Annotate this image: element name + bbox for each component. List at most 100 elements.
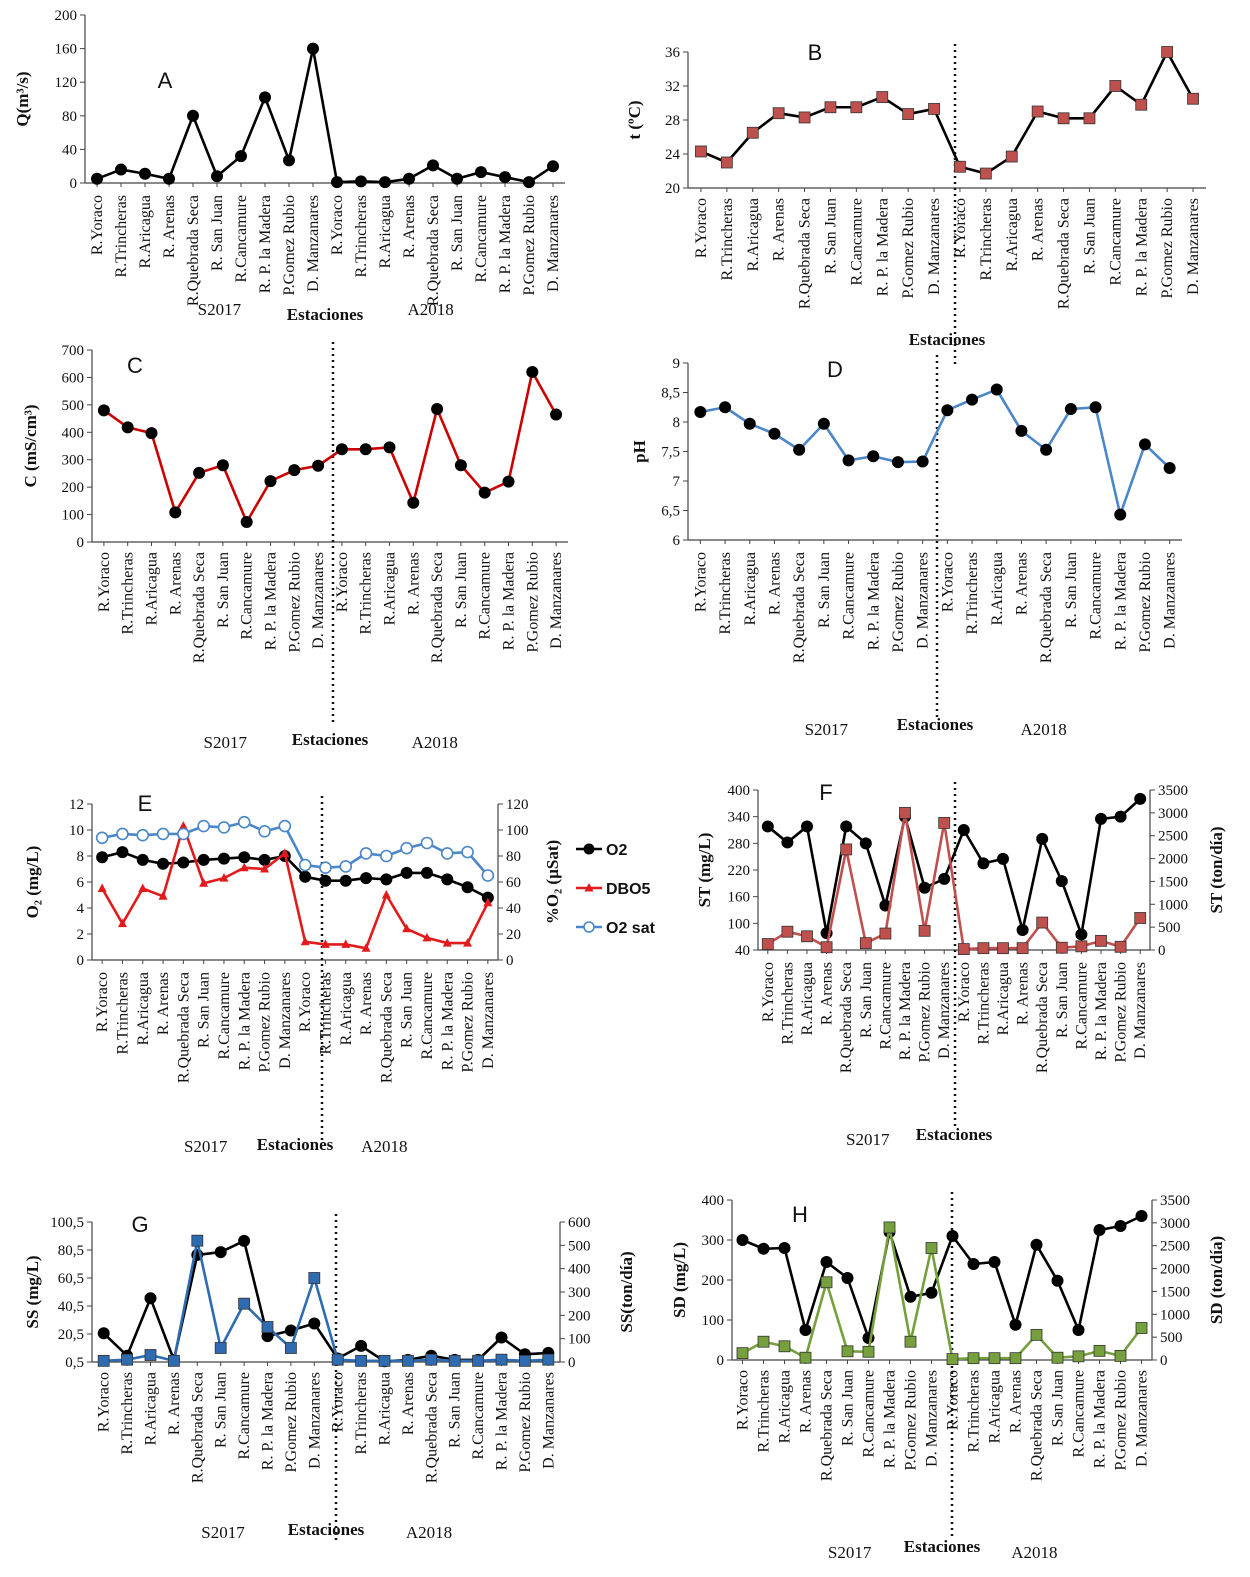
data-point bbox=[550, 408, 563, 421]
data-point bbox=[799, 1324, 812, 1336]
y2-tick-label: 2000 bbox=[1160, 1262, 1190, 1278]
x-tick-label: D. Manzanares bbox=[548, 552, 565, 649]
data-point bbox=[355, 1354, 368, 1367]
y-axis-label: pH bbox=[630, 440, 649, 463]
data-point bbox=[331, 1353, 344, 1366]
data-point bbox=[216, 459, 229, 472]
x-tick-label: R.Trincheras bbox=[975, 962, 992, 1045]
x-tick-label: R. P. la Madera bbox=[874, 198, 891, 296]
data-point bbox=[97, 883, 107, 892]
data-point bbox=[977, 857, 990, 870]
data-point bbox=[941, 404, 954, 417]
x-tick-label: R.Trincheras bbox=[119, 1372, 136, 1455]
panel-b: 20 24 28 32 36 R.Yoraco R.Trincheras R.Aricagua… bbox=[625, 40, 1206, 368]
x-tick-label: R. P. la Madera bbox=[257, 195, 274, 293]
x-tick-label: P.Gomez Rubio bbox=[903, 1370, 920, 1470]
data-point bbox=[121, 421, 134, 434]
x-axis-label: Estaciones bbox=[909, 330, 986, 349]
data-point bbox=[451, 172, 463, 185]
x-tick-label: R. Arenas bbox=[766, 552, 783, 615]
x-tick-label: P.Gomez Rubio bbox=[524, 552, 541, 652]
data-point bbox=[167, 1354, 180, 1367]
x-tick-label: R. San Juan bbox=[822, 198, 839, 274]
x-tick-label: R. San Juan bbox=[196, 972, 213, 1048]
x-tick-label: R. San Juan bbox=[399, 972, 416, 1048]
data-point bbox=[957, 943, 970, 955]
data-point bbox=[199, 878, 209, 887]
x-tick-label: R.Quebrada Seca bbox=[429, 552, 446, 663]
x-tick-label: D. Manzanares bbox=[540, 1372, 557, 1469]
data-point bbox=[425, 1353, 438, 1366]
y-tick-label: 6,5 bbox=[661, 504, 680, 520]
y-tick-label: 12 bbox=[69, 797, 84, 813]
y-tick-label: 8 bbox=[77, 849, 85, 865]
data-point bbox=[997, 852, 1009, 865]
x-tick-label: R.Cancamure bbox=[233, 195, 250, 283]
data-point bbox=[307, 42, 319, 55]
data-point bbox=[820, 1276, 833, 1289]
data-point bbox=[1036, 832, 1049, 845]
period-label: S2017 bbox=[204, 733, 248, 752]
data-point bbox=[1015, 424, 1028, 437]
data-point bbox=[916, 455, 929, 468]
data-point bbox=[187, 109, 199, 122]
data-point bbox=[237, 815, 251, 829]
y-tick-label: 400 bbox=[702, 1193, 725, 1209]
data-point bbox=[743, 417, 756, 430]
x-tick-label: P.Gomez Rubio bbox=[1113, 1370, 1130, 1470]
data-point bbox=[136, 828, 150, 842]
data-point bbox=[97, 404, 110, 417]
data-point bbox=[1075, 940, 1088, 953]
x-tick-label: R.Quebrada Seca bbox=[175, 972, 192, 1083]
y-tick-label: 300 bbox=[702, 1233, 725, 1249]
data-point bbox=[481, 869, 495, 882]
data-point bbox=[526, 365, 539, 378]
y-tick-label: 6 bbox=[673, 533, 681, 549]
panel-letter: D bbox=[827, 357, 843, 382]
data-point bbox=[319, 861, 332, 875]
y-tick-label: 0,5 bbox=[65, 1355, 84, 1371]
data-point bbox=[260, 864, 270, 873]
x-tick-label: R. P. la Madera bbox=[260, 1372, 277, 1470]
data-point bbox=[116, 827, 129, 841]
data-point bbox=[339, 860, 353, 873]
x-tick-label: R.Cancamure bbox=[1073, 962, 1090, 1050]
x-tick-label: R.Aricagua bbox=[987, 1370, 1004, 1443]
x-tick-label: R.Trincheras bbox=[964, 552, 981, 635]
x-tick-label: R.Yoraco bbox=[297, 972, 314, 1032]
y-tick-label: 7 bbox=[673, 474, 681, 490]
data-point bbox=[1016, 942, 1029, 955]
panel-d: 6 6,5 7 7,5 8 8,5 9 R.Yoraco R.Trincheras R.Arica… bbox=[630, 355, 1182, 739]
data-point bbox=[454, 459, 467, 472]
y2-axis-label: %O₂ (µSat) bbox=[543, 840, 562, 924]
x-tick-label: R.Aricagua bbox=[137, 195, 154, 268]
data-point bbox=[448, 1354, 461, 1367]
data-point bbox=[1109, 80, 1122, 92]
data-point bbox=[197, 853, 210, 866]
data-point bbox=[261, 1321, 274, 1333]
x-tick-label: R.Cancamure bbox=[861, 1370, 878, 1458]
x-tick-label: R.Trincheras bbox=[114, 972, 131, 1055]
x-tick-label: R.Aricagua bbox=[777, 1370, 794, 1443]
period-label: A2018 bbox=[1011, 1543, 1057, 1562]
y2-tick-label: 100 bbox=[568, 1332, 591, 1348]
x-tick-label: R.Quebrada Seca bbox=[425, 195, 442, 306]
data-point bbox=[1051, 1351, 1064, 1364]
x-tick-label: R.Yoraco bbox=[760, 962, 777, 1022]
data-point bbox=[380, 849, 393, 863]
data-point bbox=[1009, 1352, 1022, 1365]
data-point bbox=[461, 845, 474, 859]
data-point bbox=[1083, 112, 1096, 125]
data-point bbox=[841, 1272, 854, 1284]
data-point bbox=[1055, 941, 1068, 954]
period-label: A2018 bbox=[407, 300, 453, 319]
x-tick-label: R. Arenas bbox=[1008, 1370, 1025, 1433]
x-tick-label: R. P. la Madera bbox=[865, 552, 882, 650]
x-tick-label: R.Aricagua bbox=[143, 1372, 160, 1445]
series-line bbox=[741, 1226, 1143, 1361]
x-tick-label: R. P. la Madera bbox=[882, 1370, 899, 1468]
data-point bbox=[954, 160, 966, 173]
x-tick-label: R.Quebrada Seca bbox=[185, 195, 202, 306]
data-point bbox=[178, 821, 188, 830]
